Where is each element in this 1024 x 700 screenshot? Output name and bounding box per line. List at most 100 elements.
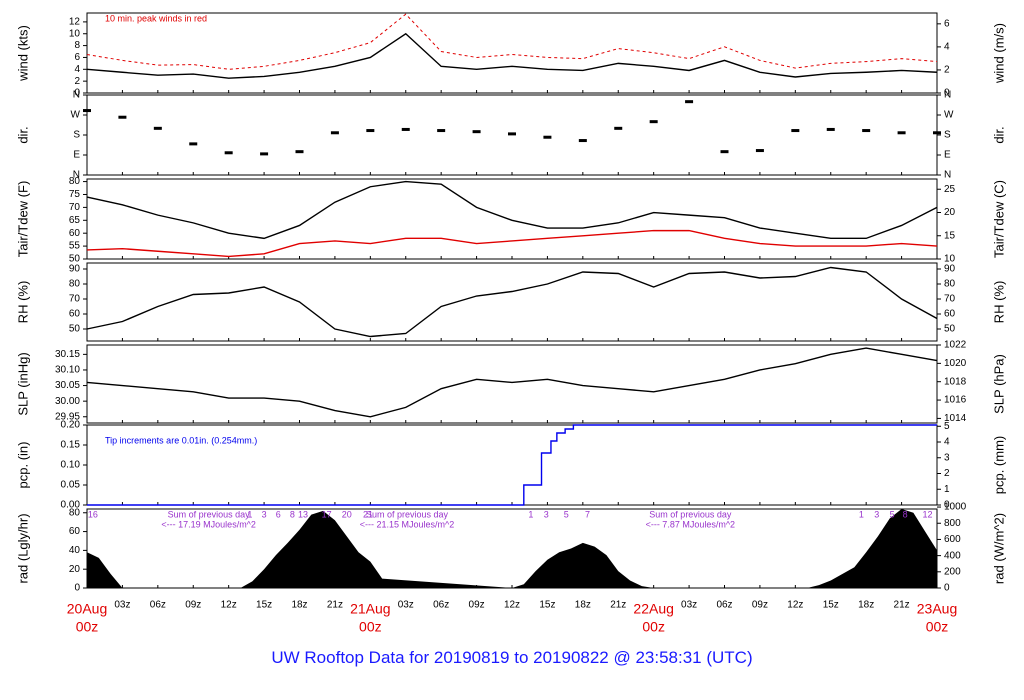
rad-hour-label: 16 — [88, 509, 98, 519]
dir-tick-label-left: W — [71, 110, 81, 121]
pcp-tick-label-right: 1 — [944, 484, 950, 495]
x-hour-tick-label: 03z — [114, 600, 130, 611]
rad-hour-label: 5 — [890, 509, 895, 519]
temp-series-Tair — [86, 180, 938, 240]
rad-hour-label: 21 — [363, 509, 373, 519]
rh-tick-label-right: 60 — [944, 309, 956, 320]
temp-tick-label-right: 20 — [944, 207, 956, 218]
rad-ylabel-left: rad (Lgly/hr) — [15, 513, 30, 583]
pcp-tick-label-left: 0.05 — [61, 480, 81, 491]
pcp-tick-label-right: 0 — [944, 500, 950, 511]
dir-tick-label-left: N — [73, 90, 80, 101]
pcp-tick-label-left: 0.10 — [61, 460, 81, 471]
x-hour-tick-label: 12z — [787, 600, 803, 611]
rh-tick-label-left: 80 — [69, 279, 81, 290]
x-day-time-label: 00z — [926, 619, 949, 635]
temp-tick-label-left: 75 — [69, 189, 81, 200]
rh-series-line — [86, 266, 938, 338]
temp-tick-label-left: 60 — [69, 228, 81, 239]
pcp-ylabel-right: pcp. (mm) — [991, 436, 1006, 495]
rad-sum-annotation: Sum of previous day — [366, 509, 449, 519]
x-hour-tick-label: 12z — [221, 600, 237, 611]
dir-tick-label-right: N — [944, 90, 951, 101]
wind-tick-label-right: 6 — [944, 18, 950, 29]
slp-ylabel-right: SLP (hPa) — [991, 354, 1006, 414]
wind-series-peak — [86, 13, 938, 70]
rad-hour-label: 17 — [322, 509, 332, 519]
wind-tick-label-left: 10 — [69, 28, 81, 39]
temp-panel-frame — [86, 178, 938, 260]
temp-ylabel-left: Tair/Tdew (F) — [15, 181, 30, 258]
slp-ylabel-left: SLP (inHg) — [15, 352, 30, 415]
rad-sum-annotation: <--- 7.87 MJoules/m^2 — [646, 519, 736, 529]
temp-tick-label-right: 15 — [944, 230, 956, 241]
wind-tick-label-left: 0 — [74, 88, 80, 99]
x-hour-tick-label: 15z — [823, 600, 839, 611]
rad-ylabel-right: rad (W/m^2) — [991, 513, 1006, 584]
slp-tick-label-right: 1014 — [944, 413, 967, 424]
rad-area — [87, 509, 937, 588]
rad-tick-label-left: 60 — [69, 526, 81, 537]
wind-tick-label-right: 2 — [944, 65, 950, 76]
rad-tick-label-right: 600 — [944, 534, 961, 545]
temp-series-Tdew — [86, 229, 938, 258]
rad-sum-annotation: <--- 17.19 MJoules/m^2 — [161, 519, 256, 529]
rh-tick-label-left: 90 — [69, 264, 81, 275]
x-day-label: 23Aug — [917, 601, 957, 617]
wind-tick-label-left: 2 — [74, 76, 80, 87]
slp-tick-label-right: 1016 — [944, 395, 967, 406]
rad-hour-label: 3 — [874, 509, 879, 519]
slp-tick-label-left: 29.95 — [55, 411, 80, 422]
rh-tick-label-left: 60 — [69, 309, 81, 320]
rad-hour-label: 20 — [342, 509, 352, 519]
pcp-tick-label-left: 0.00 — [61, 500, 81, 511]
x-hour-tick-label: 18z — [858, 600, 874, 611]
wind-annotation: 10 min. peak winds in red — [105, 13, 207, 23]
rad-sum-annotation: <--- 21.15 MJoules/m^2 — [360, 519, 455, 529]
rad-hour-label: 1 — [859, 509, 864, 519]
rh-tick-label-right: 50 — [944, 324, 956, 335]
rad-hour-label: 12 — [923, 509, 933, 519]
rh-tick-label-right: 70 — [944, 294, 956, 305]
slp-series-line — [86, 347, 938, 418]
dir-ylabel-right: dir. — [991, 126, 1006, 143]
pcp-tick-label-right: 5 — [944, 421, 950, 432]
rad-hour-label: 1 — [528, 509, 533, 519]
x-day-time-label: 00z — [359, 619, 382, 635]
dir-tick-label-left: S — [73, 130, 80, 141]
rad-hour-label: 8 — [290, 509, 295, 519]
x-hour-tick-label: 21z — [327, 600, 343, 611]
rad-tick-label-left: 20 — [69, 564, 81, 575]
pcp-tick-label-left: 0.20 — [61, 420, 81, 431]
rh-panel-frame — [86, 262, 938, 342]
pcp-annotation: Tip increments are 0.01in. (0.254mm.) — [105, 435, 257, 445]
rad-hour-label: 6 — [276, 509, 281, 519]
rad-tick-label-right: 0 — [944, 583, 950, 594]
x-day-label: 21Aug — [350, 601, 390, 617]
rad-tick-label-right: 400 — [944, 550, 961, 561]
slp-tick-label-left: 30.10 — [55, 365, 80, 376]
temp-tick-label-right: 10 — [944, 254, 956, 265]
pcp-series-line — [87, 424, 937, 506]
pcp-tick-label-left: 0.15 — [61, 440, 81, 451]
rad-hour-label: 7 — [585, 509, 590, 519]
x-hour-tick-label: 03z — [681, 600, 697, 611]
x-day-label: 20Aug — [67, 601, 107, 617]
dir-tick-label-right: W — [944, 110, 954, 121]
temp-tick-label-left: 80 — [69, 176, 81, 187]
pcp-ylabel-left: pcp. (in) — [15, 442, 30, 489]
x-hour-tick-label: 15z — [256, 600, 272, 611]
rad-sum-annotation: Sum of previous day — [168, 509, 251, 519]
x-hour-tick-label: 18z — [575, 600, 591, 611]
dir-tick-label-right: S — [944, 130, 951, 141]
rh-tick-label-left: 70 — [69, 294, 81, 305]
rad-hour-label: 13 — [298, 509, 308, 519]
rad-tick-label-right: 1000 — [944, 502, 967, 513]
slp-tick-label-right: 1018 — [944, 376, 967, 387]
x-hour-tick-label: 18z — [291, 600, 307, 611]
x-hour-tick-label: 15z — [539, 600, 555, 611]
rh-ylabel-left: RH (%) — [15, 281, 30, 324]
rad-sum-annotation: Sum of previous day — [649, 509, 732, 519]
pcp-tick-label-right: 3 — [944, 452, 950, 463]
